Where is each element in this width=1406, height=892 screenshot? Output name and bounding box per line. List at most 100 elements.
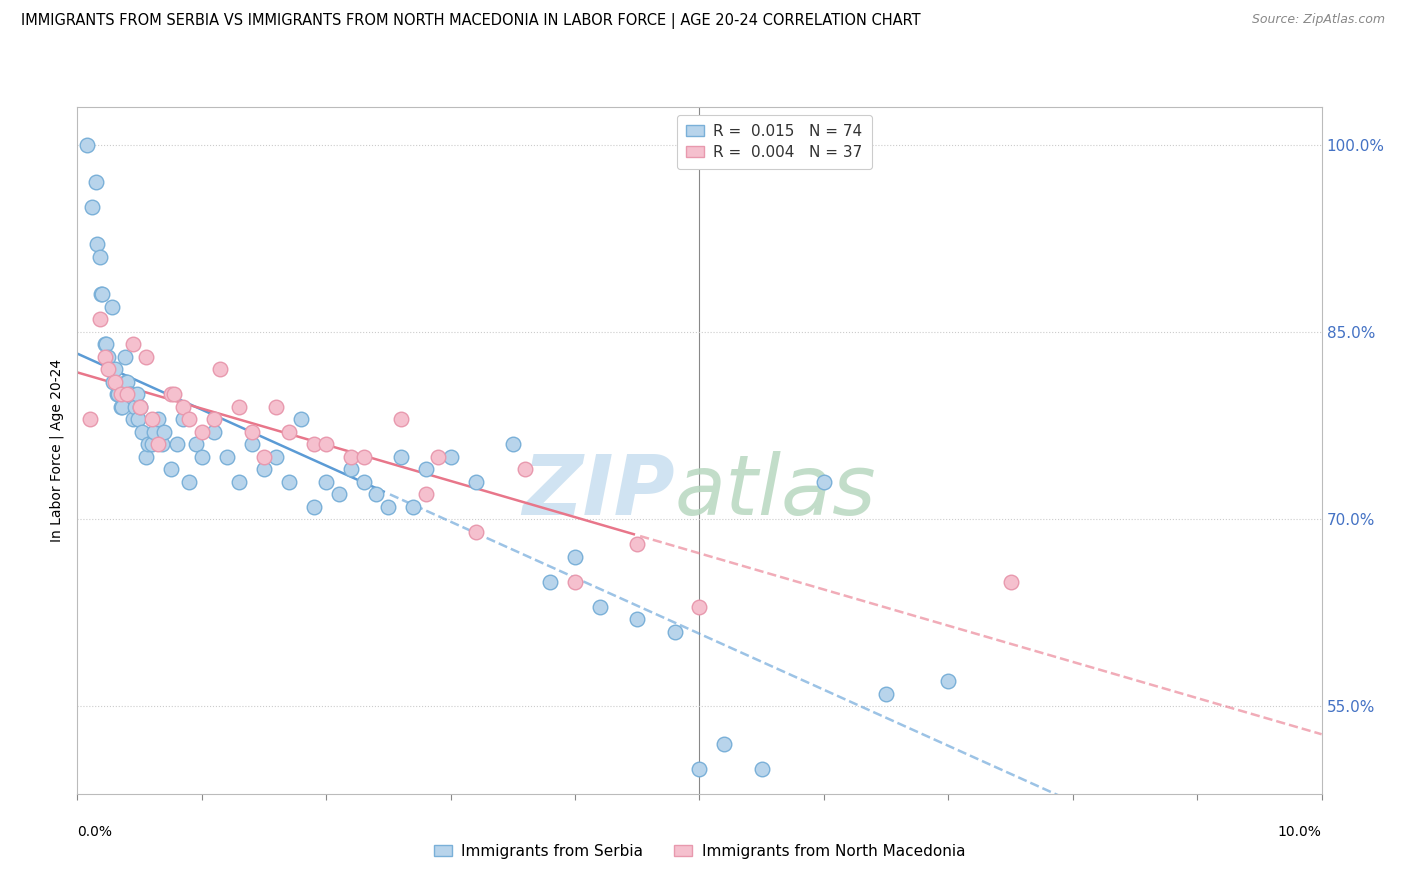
Point — [415, 462, 437, 476]
Point — [179, 475, 201, 489]
Point — [166, 437, 188, 451]
Point — [440, 450, 463, 464]
Point — [353, 475, 375, 489]
Point — [315, 437, 337, 451]
Point — [191, 450, 214, 464]
Point — [402, 500, 425, 514]
Point — [82, 200, 104, 214]
Point — [89, 250, 111, 264]
Point — [76, 137, 98, 152]
Point — [664, 624, 686, 639]
Point — [79, 412, 101, 426]
Point — [228, 400, 250, 414]
Y-axis label: In Labor Force | Age 20-24: In Labor Force | Age 20-24 — [49, 359, 65, 542]
Point — [626, 537, 648, 551]
Point — [135, 450, 157, 464]
Point — [97, 362, 120, 376]
Point — [148, 412, 170, 426]
Point — [340, 462, 363, 476]
Point — [389, 450, 412, 464]
Point — [813, 475, 835, 489]
Point — [103, 375, 125, 389]
Point — [111, 400, 134, 414]
Point — [114, 350, 136, 364]
Point — [110, 387, 132, 401]
Point — [153, 425, 176, 439]
Point — [105, 387, 128, 401]
Point — [89, 312, 111, 326]
Point — [110, 400, 132, 414]
Point — [328, 487, 350, 501]
Point — [104, 362, 127, 376]
Point — [1000, 574, 1022, 589]
Point — [122, 337, 145, 351]
Point — [427, 450, 450, 464]
Point — [689, 599, 711, 614]
Point — [115, 387, 138, 401]
Point — [209, 362, 232, 376]
Point — [266, 400, 288, 414]
Point — [101, 300, 124, 314]
Point — [104, 375, 127, 389]
Point — [159, 387, 181, 401]
Point — [626, 612, 648, 626]
Point — [107, 387, 129, 401]
Point — [131, 425, 153, 439]
Point — [172, 400, 194, 414]
Point — [143, 425, 166, 439]
Point — [98, 362, 121, 376]
Point — [253, 462, 276, 476]
Text: atlas: atlas — [675, 451, 876, 533]
Point — [135, 350, 157, 364]
Point — [118, 387, 141, 401]
Point — [277, 475, 299, 489]
Point — [120, 387, 142, 401]
Point — [277, 425, 299, 439]
Point — [302, 500, 325, 514]
Text: ZIP: ZIP — [522, 451, 675, 533]
Point — [415, 487, 437, 501]
Point — [751, 762, 773, 776]
Point — [91, 287, 114, 301]
Point — [240, 437, 263, 451]
Point — [128, 400, 150, 414]
Text: Source: ZipAtlas.com: Source: ZipAtlas.com — [1251, 13, 1385, 27]
Point — [689, 762, 711, 776]
Point — [141, 412, 163, 426]
Point — [86, 237, 108, 252]
Point — [150, 437, 173, 451]
Point — [377, 500, 399, 514]
Point — [875, 687, 897, 701]
Point — [191, 425, 214, 439]
Point — [713, 737, 735, 751]
Point — [141, 437, 163, 451]
Point — [184, 437, 207, 451]
Point — [228, 475, 250, 489]
Point — [128, 400, 150, 414]
Point — [315, 475, 337, 489]
Point — [240, 425, 263, 439]
Point — [202, 412, 225, 426]
Point — [90, 287, 112, 301]
Point — [115, 375, 138, 389]
Point — [127, 412, 149, 426]
Point — [94, 337, 117, 351]
Point — [163, 387, 186, 401]
Point — [938, 674, 960, 689]
Point — [515, 462, 537, 476]
Point — [84, 175, 107, 189]
Point — [253, 450, 276, 464]
Point — [302, 437, 325, 451]
Text: IMMIGRANTS FROM SERBIA VS IMMIGRANTS FROM NORTH MACEDONIA IN LABOR FORCE | AGE 2: IMMIGRANTS FROM SERBIA VS IMMIGRANTS FRO… — [21, 13, 921, 29]
Point — [464, 475, 486, 489]
Point — [538, 574, 561, 589]
Point — [148, 437, 170, 451]
Point — [564, 574, 586, 589]
Point — [353, 450, 375, 464]
Point — [93, 350, 115, 364]
Point — [290, 412, 312, 426]
Point — [464, 524, 486, 539]
Legend: Immigrants from Serbia, Immigrants from North Macedonia: Immigrants from Serbia, Immigrants from … — [427, 838, 972, 865]
Point — [159, 462, 181, 476]
Point — [124, 400, 146, 414]
